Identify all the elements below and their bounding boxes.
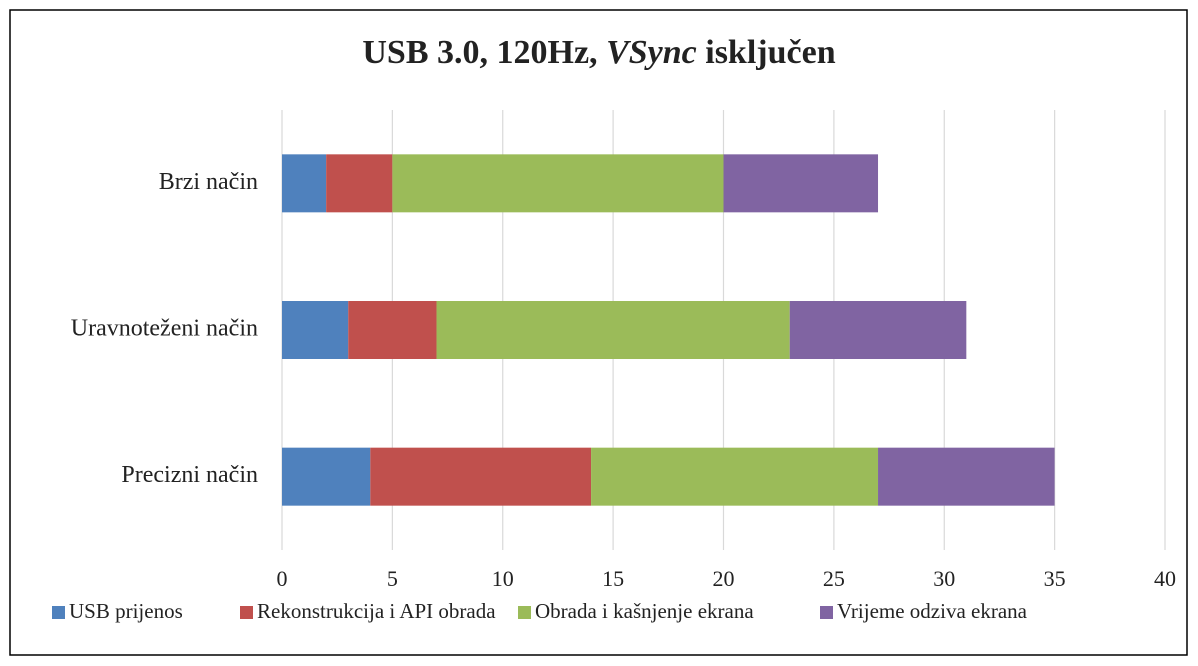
legend-label: Rekonstrukcija i API obrada — [257, 599, 496, 623]
legend-label: USB prijenos — [69, 599, 183, 623]
x-tick-label: 5 — [387, 566, 398, 591]
bar-segment — [370, 447, 592, 506]
x-tick-label: 15 — [602, 566, 624, 591]
y-tick-label: Brzi način — [159, 169, 258, 195]
legend-label: Obrada i kašnjenje ekrana — [535, 599, 754, 623]
bar-segment — [348, 301, 437, 359]
legend-swatch — [518, 606, 531, 619]
legend-swatch — [52, 606, 65, 619]
bar-segment — [436, 301, 790, 359]
x-tick-label: 10 — [492, 566, 514, 591]
bar-segment — [282, 154, 327, 213]
bar-segment — [591, 447, 879, 506]
x-tick-label: 0 — [277, 566, 288, 591]
bar-segment — [789, 301, 967, 359]
x-tick-label: 25 — [823, 566, 845, 591]
x-tick-label: 20 — [713, 566, 735, 591]
chart-title: USB 3.0, 120Hz, VSync isključen — [362, 34, 835, 71]
bar-segment — [282, 301, 349, 359]
bar-segment — [723, 154, 879, 213]
legend-label: Vrijeme odziva ekrana — [837, 599, 1028, 623]
bar-segment — [282, 447, 371, 506]
y-tick-label: Uravnoteženi način — [71, 316, 258, 342]
bar-segment — [878, 447, 1055, 506]
bar-segment — [392, 154, 724, 213]
legend-swatch — [820, 606, 833, 619]
y-tick-label: Precizni način — [121, 462, 258, 488]
legend-swatch — [240, 606, 253, 619]
x-tick-label: 35 — [1044, 566, 1066, 591]
bar-segment — [326, 154, 393, 213]
x-tick-label: 40 — [1154, 566, 1176, 591]
x-tick-label: 30 — [933, 566, 955, 591]
